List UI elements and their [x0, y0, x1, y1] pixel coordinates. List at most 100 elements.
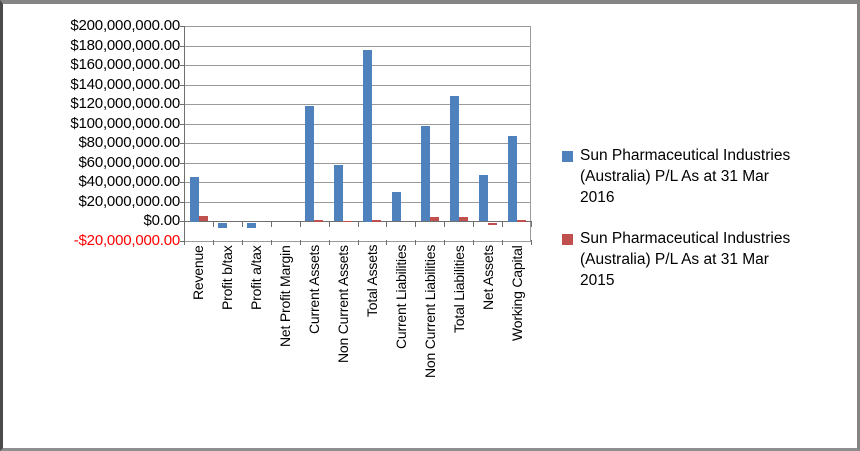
bar-non-current-assets-s0 [334, 164, 343, 222]
x-category-profit-a-tax: Profit a/tax [242, 245, 271, 400]
x-category-total-assets: Total Assets [358, 245, 387, 400]
x-category-label: Net Profit Margin [277, 245, 294, 347]
x-category-label: Profit b/tax [219, 245, 236, 310]
category-tick [473, 240, 474, 245]
category-tick [271, 240, 272, 245]
y-tick-label: $200,000,000.00 [70, 17, 180, 34]
y-tick-label: $40,000,000.00 [78, 173, 181, 190]
y-tick-label: $160,000,000.00 [70, 56, 180, 73]
bar-current-assets-s0 [305, 106, 315, 222]
x-category-label: Total Liabilities [450, 245, 467, 333]
x-category-working-capital: Working Capital [502, 245, 531, 400]
category-tick [184, 240, 185, 245]
gridline [184, 182, 531, 183]
y-axis-tick [180, 65, 184, 66]
y-axis-tick [180, 104, 184, 105]
y-axis-tick [180, 202, 184, 203]
x-axis-line [184, 221, 531, 222]
bar-working-capital-s1 [516, 219, 526, 222]
category-tick [415, 221, 416, 227]
x-category-label: Net Assets [479, 245, 496, 310]
y-tick-label: $0.00 [143, 212, 180, 229]
category-tick [329, 240, 330, 245]
plot-right-border [530, 26, 531, 241]
category-tick [329, 221, 330, 227]
y-axis-tick [180, 143, 184, 144]
y-tick-label: $140,000,000.00 [70, 76, 180, 93]
x-category-label: Working Capital [508, 245, 525, 341]
bar-revenue-s1 [198, 216, 208, 222]
gridline [184, 85, 531, 86]
category-tick [358, 221, 359, 227]
category-tick [473, 221, 474, 227]
category-tick [531, 240, 532, 245]
y-axis-tick [180, 241, 184, 242]
category-tick [502, 221, 503, 227]
y-axis-tick [180, 221, 184, 222]
legend-swatch-2015 [562, 234, 573, 245]
gridline [184, 65, 531, 66]
legend-item-2015: Sun Pharmaceutical Industries (Australia… [562, 228, 854, 291]
y-axis-tick [180, 26, 184, 27]
category-tick [415, 240, 416, 245]
x-category-label: Profit a/tax [248, 245, 265, 310]
bar-non-current-liabilities-s0 [420, 125, 430, 222]
legend-swatch-2016 [562, 151, 573, 162]
category-tick [242, 221, 243, 227]
bar-net-assets-s1 [487, 222, 497, 226]
gridline [184, 26, 531, 27]
x-category-label: Revenue [190, 245, 207, 300]
y-axis-tick [180, 163, 184, 164]
gridline [184, 104, 531, 105]
x-category-net-profit-margin: Net Profit Margin [271, 245, 300, 400]
category-tick [300, 240, 301, 245]
x-category-net-assets: Net Assets [473, 245, 502, 400]
y-axis-tick [180, 46, 184, 47]
bar-total-assets-s1 [372, 219, 381, 222]
category-tick [386, 240, 387, 245]
category-tick [358, 240, 359, 245]
plot-area [180, 26, 532, 245]
y-tick-label: $60,000,000.00 [78, 154, 181, 171]
y-axis-tick [180, 182, 184, 183]
category-tick [444, 240, 445, 245]
gridline [184, 143, 531, 144]
category-tick [213, 221, 214, 227]
bar-profit-b-tax-s0 [218, 222, 228, 229]
x-category-total-liabilities: Total Liabilities [444, 245, 473, 400]
y-tick-label: $120,000,000.00 [70, 95, 180, 112]
y-tick-label: $100,000,000.00 [70, 115, 180, 132]
x-category-non-current-liabilities: Non Current Liabilities [415, 245, 444, 400]
bar-total-assets-s0 [363, 49, 372, 222]
category-tick [271, 221, 272, 227]
y-axis-tick [180, 85, 184, 86]
x-category-current-liabilities: Current Liabilities [386, 245, 415, 400]
bar-total-liabilities-s1 [458, 216, 468, 222]
y-tick-label: $20,000,000.00 [78, 193, 181, 210]
gridline [184, 241, 531, 242]
x-axis-labels: Revenue Profit b/tax Profit a/tax Net Profi… [184, 245, 531, 400]
bar-non-current-assets-s1 [343, 221, 352, 222]
bar-profit-a-tax-s0 [247, 222, 257, 229]
x-category-label: Non Current Liabilities [421, 245, 438, 379]
y-tick-label: -$20,000,000.00 [73, 232, 180, 249]
y-tick-label: $180,000,000.00 [70, 37, 180, 54]
category-tick [386, 221, 387, 227]
legend-label-2016: Sun Pharmaceutical Industries (Australia… [580, 147, 791, 206]
gridline [184, 202, 531, 203]
gridline [184, 163, 531, 164]
category-tick [213, 240, 214, 245]
category-tick [242, 240, 243, 245]
x-category-label: Current Assets [306, 245, 323, 335]
bar-working-capital-s0 [507, 135, 517, 222]
category-tick [444, 221, 445, 227]
x-category-label: Total Assets [363, 245, 380, 318]
y-axis-line [184, 26, 185, 241]
y-tick-label: $80,000,000.00 [78, 134, 181, 151]
legend-item-2016: Sun Pharmaceutical Industries (Australia… [562, 145, 854, 208]
x-category-label: Non Current Assets [335, 245, 352, 363]
legend: Sun Pharmaceutical Industries (Australia… [562, 145, 854, 311]
category-tick [531, 221, 532, 227]
bar-total-liabilities-s0 [449, 96, 459, 222]
